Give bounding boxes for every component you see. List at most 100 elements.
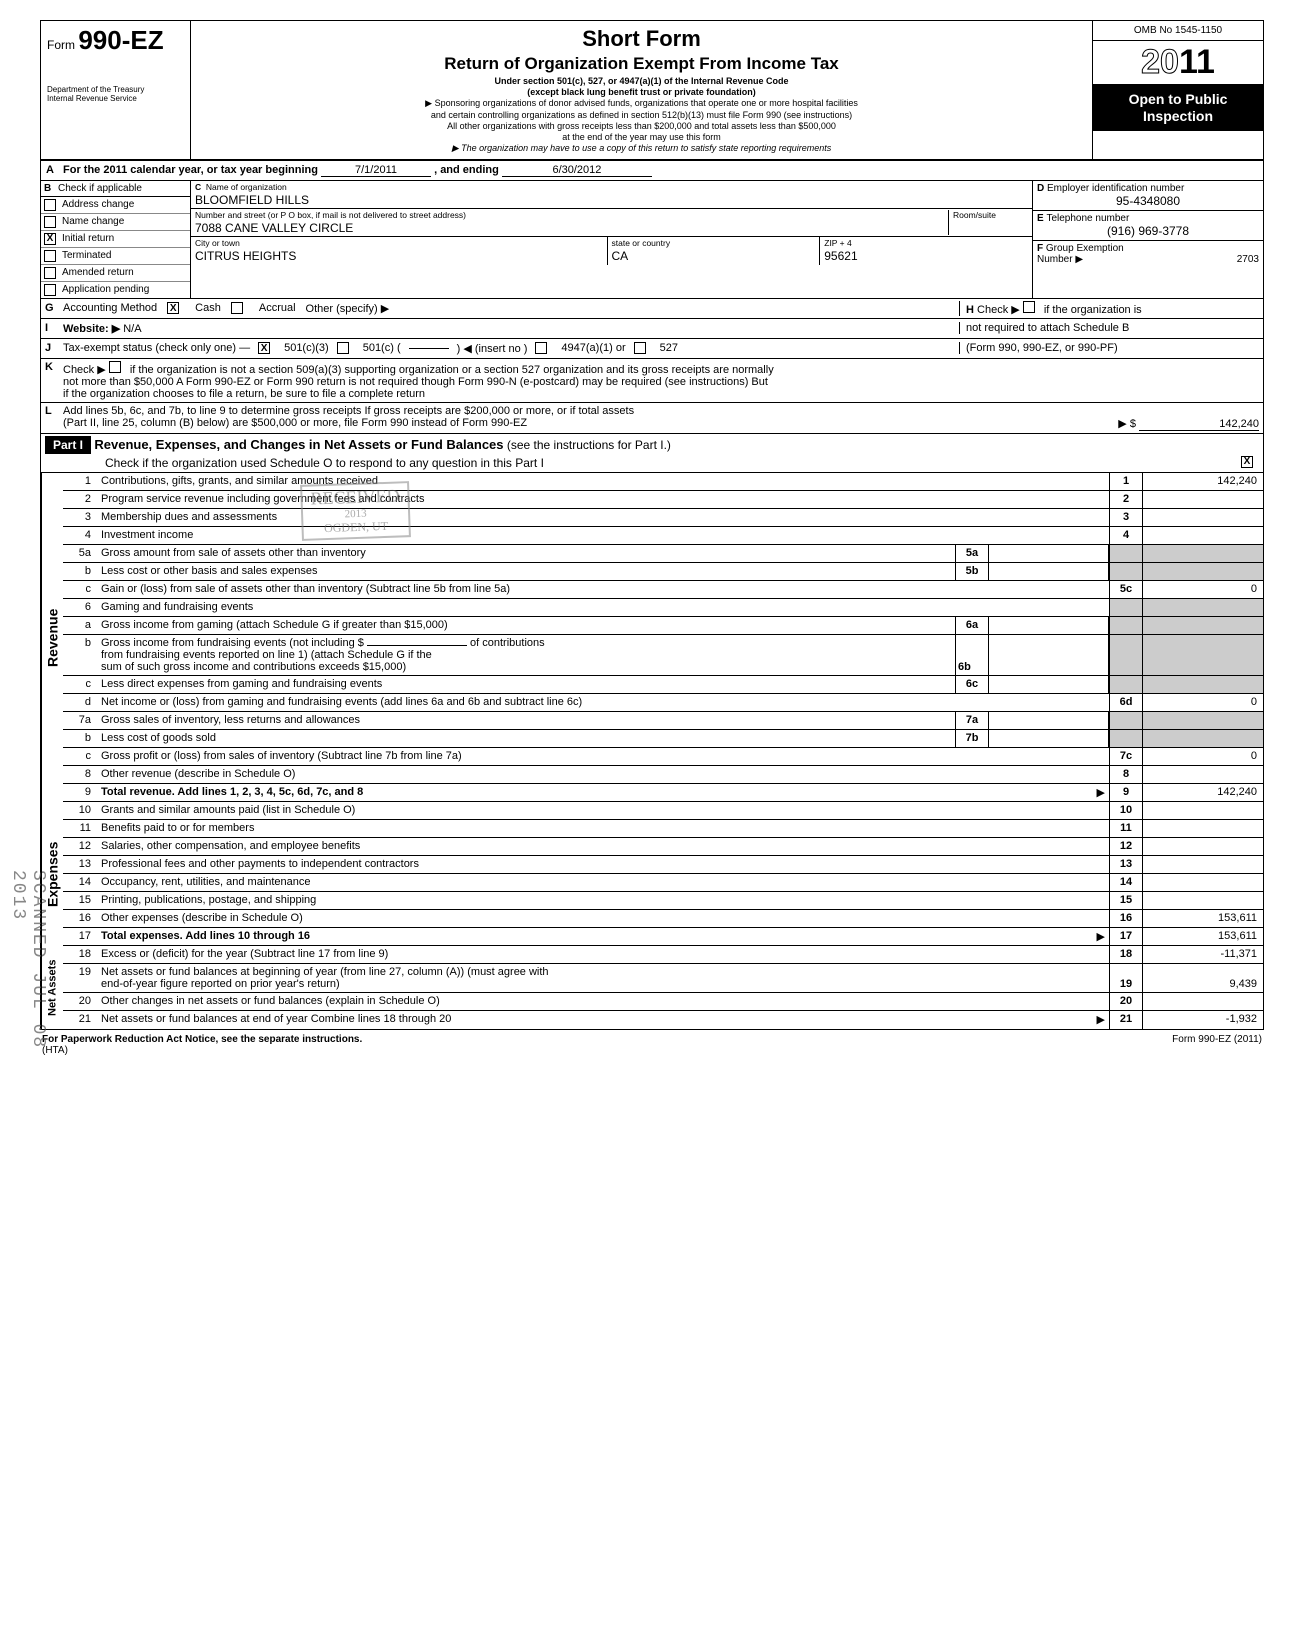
- line6d-num: d: [63, 694, 97, 711]
- check-4947[interactable]: [535, 342, 547, 354]
- line19-num: 19: [63, 964, 97, 992]
- line16-rnum: 16: [1109, 910, 1143, 927]
- group-exemption-sub: Number ▶: [1037, 254, 1083, 265]
- label-e: E: [1037, 213, 1044, 224]
- line13-num: 13: [63, 856, 97, 873]
- header-right: OMB No 1545-1150 2011 Open to Public Ins…: [1093, 21, 1263, 159]
- line6b-desc3: from fundraising events reported on line…: [101, 649, 432, 661]
- label-j: J: [45, 342, 63, 354]
- check-label-initial: Initial return: [62, 233, 114, 244]
- l-text1: Add lines 5b, 6c, and 7b, to line 9 to d…: [63, 405, 1259, 417]
- line3-val: [1143, 509, 1263, 526]
- line12-num: 12: [63, 838, 97, 855]
- form-header: Form 990-EZ Department of the Treasury I…: [41, 21, 1263, 161]
- line10-num: 10: [63, 802, 97, 819]
- line20-desc: Other changes in net assets or fund bala…: [97, 993, 1109, 1010]
- check-schedule-o[interactable]: X: [1241, 456, 1253, 468]
- open-line1: Open to Public: [1097, 91, 1259, 108]
- line15-rnum: 15: [1109, 892, 1143, 909]
- line4-desc: Investment income: [97, 527, 1109, 544]
- check-501c[interactable]: [337, 342, 349, 354]
- row-i: I Website: ▶ N/A not required to attach …: [41, 319, 1263, 339]
- zip-value: 95621: [824, 249, 1028, 263]
- line15-val: [1143, 892, 1263, 909]
- check-527[interactable]: [634, 342, 646, 354]
- line6c-desc: Less direct expenses from gaming and fun…: [97, 676, 955, 693]
- line5a-rshade: [1109, 545, 1143, 562]
- line5c-rnum: 5c: [1109, 581, 1143, 598]
- check-accrual[interactable]: [231, 302, 243, 314]
- check-h[interactable]: [1023, 301, 1035, 313]
- block-bcdef: B Check if applicable Address change Nam…: [41, 181, 1263, 299]
- label-c: C: [195, 182, 201, 192]
- line7b-desc: Less cost of goods sold: [97, 730, 955, 747]
- cash-label: Cash: [195, 302, 221, 314]
- line7a-num: 7a: [63, 712, 97, 729]
- h-check-text: Check ▶: [977, 304, 1020, 316]
- line6a-mval: [989, 617, 1109, 634]
- line11-num: 11: [63, 820, 97, 837]
- street-value: 7088 CANE VALLEY CIRCLE: [195, 221, 948, 235]
- check-k[interactable]: [109, 361, 121, 373]
- line17-num: 17: [63, 928, 97, 945]
- check-amended[interactable]: Amended return: [41, 265, 190, 282]
- form-number: 990-EZ: [78, 25, 163, 55]
- check-address-change[interactable]: Address change: [41, 197, 190, 214]
- check-label-name: Name change: [62, 216, 124, 227]
- line17-rnum: 17: [1109, 928, 1143, 945]
- line6c-mnum: 6c: [955, 676, 989, 693]
- ein-label: Employer identification number: [1047, 183, 1184, 194]
- footer: For Paperwork Reduction Act Notice, see …: [40, 1030, 1264, 1056]
- line17-val: 153,611: [1143, 928, 1263, 945]
- org-name: BLOOMFIELD HILLS: [195, 193, 1028, 207]
- line6c-rshade: [1109, 676, 1143, 693]
- opt-501c: 501(c) (: [363, 342, 401, 354]
- subtitle-2: (except black lung benefit trust or priv…: [201, 87, 1082, 98]
- line12-rnum: 12: [1109, 838, 1143, 855]
- check-501c3[interactable]: X: [258, 342, 270, 354]
- line7a-mval: [989, 712, 1109, 729]
- line8-desc: Other revenue (describe in Schedule O): [97, 766, 1109, 783]
- phone-label: Telephone number: [1046, 213, 1129, 224]
- line4-val: [1143, 527, 1263, 544]
- row-j: J Tax-exempt status (check only one) — X…: [41, 339, 1263, 359]
- check-terminated[interactable]: Terminated: [41, 248, 190, 265]
- check-cash[interactable]: X: [167, 302, 179, 314]
- line7a-vshade: [1143, 712, 1263, 729]
- line1-num: 1: [63, 473, 97, 490]
- revenue-section: RECEIVED 2013 OGDEN, UT Revenue 1Contrib…: [41, 473, 1263, 802]
- line5b-mnum: 5b: [955, 563, 989, 580]
- line13-desc: Professional fees and other payments to …: [97, 856, 1109, 873]
- row-k: K Check ▶ if the organization is not a s…: [41, 359, 1263, 403]
- line13-val: [1143, 856, 1263, 873]
- subtitle-1: Under section 501(c), 527, or 4947(a)(1)…: [201, 76, 1082, 87]
- subtitle-7: ▶ The organization may have to use a cop…: [201, 143, 1082, 154]
- check-name-change[interactable]: Name change: [41, 214, 190, 231]
- line11-desc: Benefits paid to or for members: [97, 820, 1109, 837]
- line7c-num: c: [63, 748, 97, 765]
- expenses-side-label: Expenses: [41, 802, 63, 946]
- group-exemption-value: 2703: [1237, 254, 1259, 265]
- line2-desc: Program service revenue including govern…: [97, 491, 1109, 508]
- line7c-rnum: 7c: [1109, 748, 1143, 765]
- check-label-pending: Application pending: [62, 284, 149, 295]
- website-label: Website: ▶: [63, 323, 120, 335]
- label-a: A: [41, 161, 59, 180]
- line6b-mnum: 6b: [955, 635, 989, 675]
- line6a-desc: Gross income from gaming (attach Schedul…: [97, 617, 955, 634]
- city-label: City or town: [195, 238, 603, 248]
- check-initial-return[interactable]: XInitial return: [41, 231, 190, 248]
- opt-501c-b: ) ◀ (insert no ): [457, 342, 528, 355]
- line6b-desc2: of contributions: [470, 637, 545, 649]
- subtitle-3: ▶ Sponsoring organizations of donor advi…: [201, 98, 1082, 109]
- check-app-pending[interactable]: Application pending: [41, 282, 190, 298]
- label-g: G: [45, 302, 63, 314]
- year-suffix: 11: [1179, 43, 1215, 81]
- line21-num: 21: [63, 1011, 97, 1029]
- net-assets-section: Net Assets 18Excess or (deficit) for the…: [41, 946, 1263, 1029]
- line18-desc: Excess or (deficit) for the year (Subtra…: [97, 946, 1109, 963]
- subtitle-5: All other organizations with gross recei…: [201, 121, 1082, 132]
- line11-rnum: 11: [1109, 820, 1143, 837]
- other-specify-label: Other (specify) ▶: [306, 302, 390, 315]
- line18-num: 18: [63, 946, 97, 963]
